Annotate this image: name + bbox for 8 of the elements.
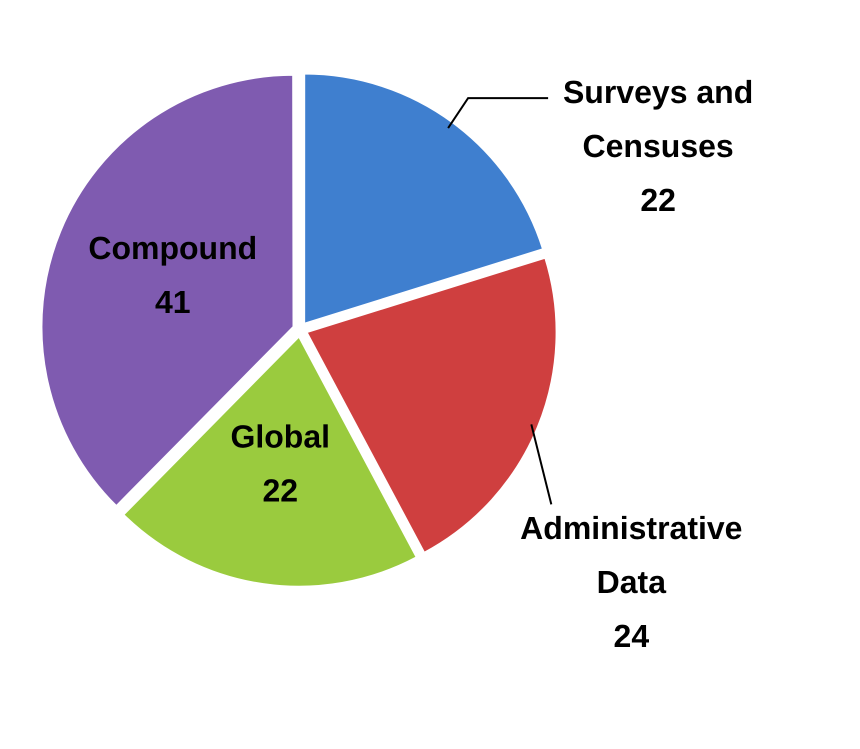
slice-label: Administrative Data [520, 510, 742, 600]
slice-label: Compound [88, 230, 258, 266]
slice-label: Surveys and Censuses [562, 74, 754, 164]
data-label: 22 [262, 472, 298, 508]
slice-label: Global [230, 418, 330, 454]
data-label: 24 [614, 618, 650, 654]
data-label: 41 [154, 284, 191, 320]
data-label: 22 [640, 182, 676, 218]
